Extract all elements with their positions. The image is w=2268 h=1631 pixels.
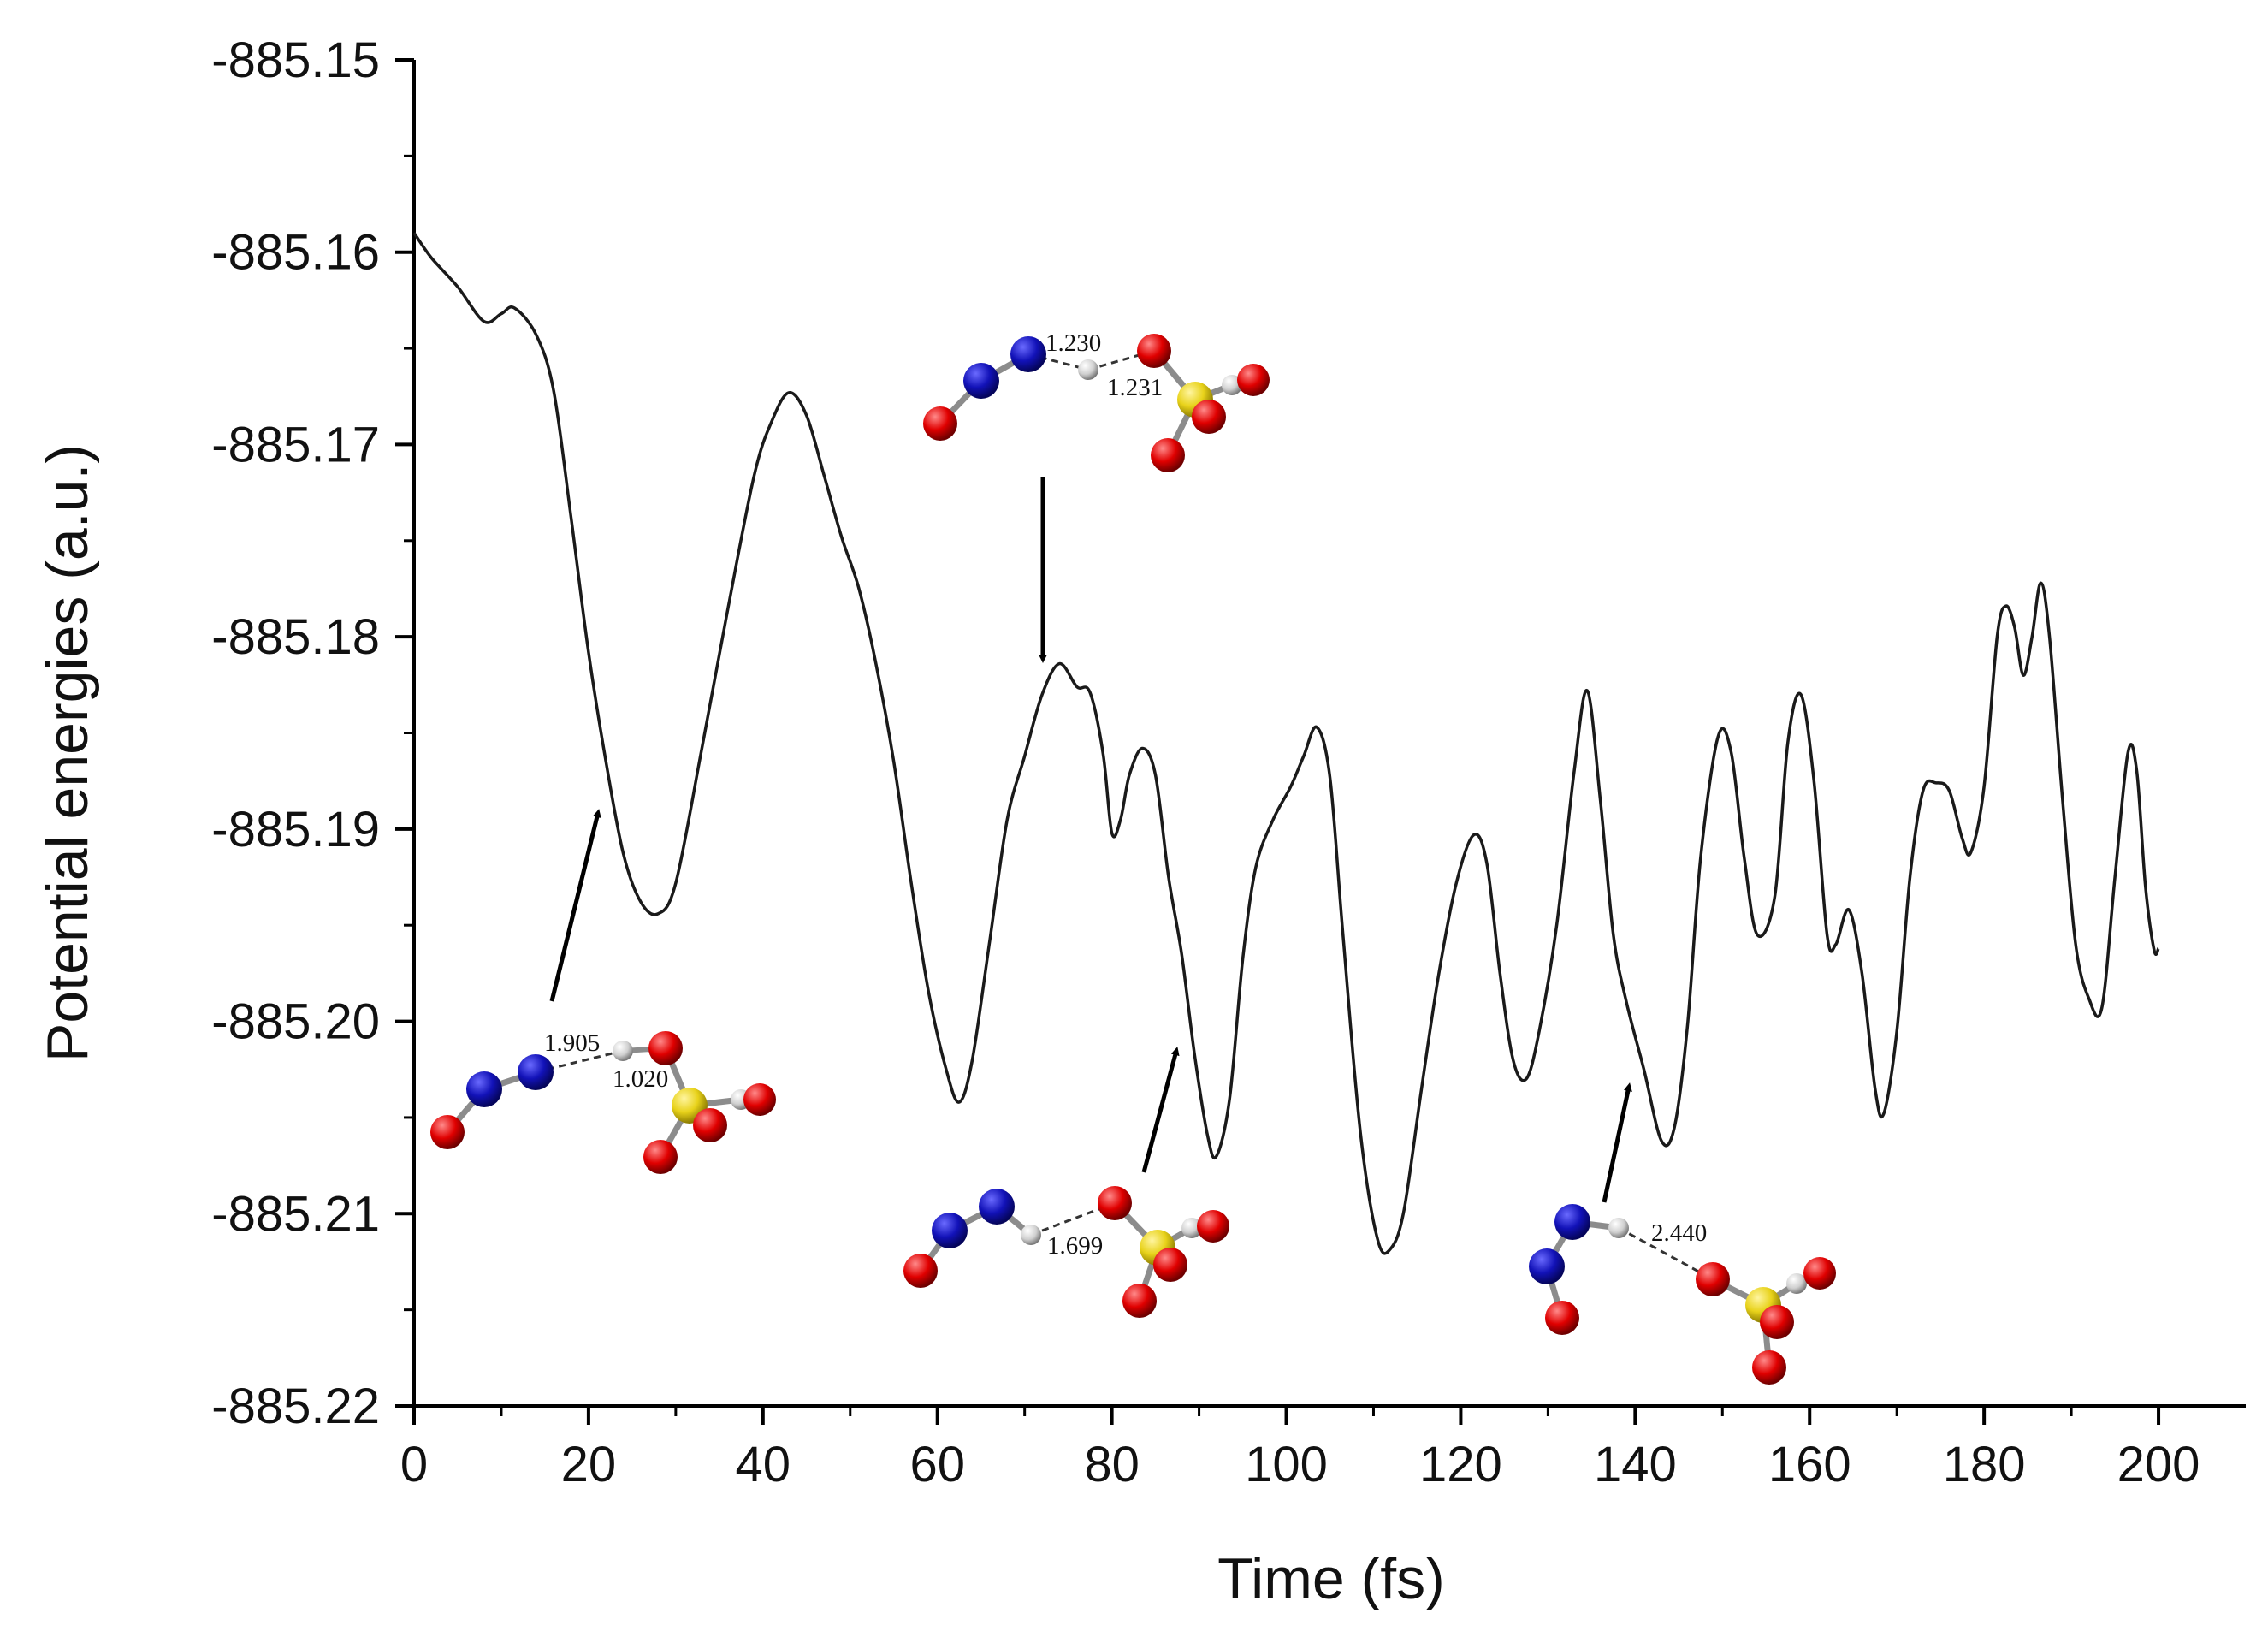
atom-nitrogen [979,1189,1015,1225]
atom-oxygen [903,1254,938,1288]
atom-hydrogen [1181,1218,1202,1238]
x-axis-title: Time (fs) [1217,1546,1445,1611]
molecule-structure-4: 2.440 [1529,1204,1836,1385]
bond-length-label: 1.230 [1045,329,1101,357]
y-tick-label: -885.22 [211,1379,380,1434]
bond-length-label: 1.231 [1107,374,1163,401]
atom-hydrogen [1608,1218,1629,1238]
molecule-structure-2: 1.230 1.231 [923,329,1270,472]
atom-nitrogen [518,1054,554,1090]
atom-oxygen [1760,1305,1794,1339]
atom-nitrogen [932,1213,968,1248]
x-tick-label: 20 [561,1437,617,1492]
x-tick-label: 160 [1768,1437,1851,1492]
atom-oxygen [1153,1248,1187,1282]
series-line-potential-energy [412,232,2160,1255]
x-tick-label: 0 [400,1437,428,1492]
y-tick-label: -885.16 [211,225,380,281]
x-tick-label: 140 [1594,1437,1677,1492]
atom-hydrogen [1078,359,1098,380]
arrow-to-22fs [549,809,601,1002]
molecule-structure-3: 1.699 [903,1186,1229,1318]
arrow-to-140fs [1602,1082,1632,1203]
x-tick-label: 100 [1245,1437,1328,1492]
atom-oxygen [648,1031,683,1065]
atom-nitrogen [1554,1204,1590,1240]
x-tick-label: 80 [1084,1437,1140,1492]
atom-oxygen [1752,1350,1786,1385]
y-tick-label: -885.20 [211,994,380,1050]
bond-length-label: 1.699 [1047,1232,1103,1260]
atom-oxygen [430,1115,465,1149]
x-tick-label: 180 [1943,1437,2026,1492]
x-tick-label: 200 [2117,1437,2200,1492]
atom-oxygen [923,406,957,441]
bond-length-label: 1.905 [544,1029,600,1057]
atom-oxygen [1803,1257,1836,1290]
bond-length-label: 1.020 [613,1065,668,1093]
atom-oxygen [743,1083,776,1116]
molecule-structure-1: 1.905 1.020 [430,1029,776,1174]
x-tick-label: 40 [736,1437,791,1492]
atom-oxygen [1192,400,1226,434]
atom-nitrogen [1529,1248,1565,1284]
atom-hydrogen [1786,1273,1807,1294]
x-tick-label: 60 [909,1437,965,1492]
atom-oxygen [643,1140,678,1174]
y-tick-label: -885.17 [211,417,380,472]
y-tick-label: -885.21 [211,1186,380,1242]
atom-oxygen [1151,438,1185,472]
y-ticks: -885.15 -885.16 -885.17 -885.18 -885.19 -885.… [211,33,414,1434]
atom-nitrogen [466,1071,502,1107]
atom-hydrogen [613,1041,633,1061]
atom-oxygen [1137,334,1171,368]
annotation-arrows [549,477,1632,1203]
y-axis-title: Potential energies (a.u.) [35,444,100,1062]
atom-oxygen [1122,1284,1157,1318]
atom-oxygen [1098,1186,1132,1220]
atom-oxygen [1197,1210,1229,1243]
axes [412,60,2246,1408]
atom-oxygen [693,1108,727,1142]
y-tick-label: -885.19 [211,802,380,857]
x-ticks: 0 20 40 60 80 100 120 140 160 180 200 [400,1406,2200,1492]
arrow-to-88fs [1141,1047,1180,1173]
y-tick-label: -885.18 [211,609,380,665]
atom-oxygen [1696,1262,1730,1296]
atom-oxygen [1237,364,1270,396]
bond-length-label: 2.440 [1651,1219,1707,1247]
atom-oxygen [1545,1301,1579,1335]
atom-hydrogen [1021,1225,1041,1245]
x-tick-label: 120 [1419,1437,1502,1492]
atom-nitrogen [963,363,999,399]
y-tick-label: -885.15 [211,33,380,88]
atom-nitrogen [1010,336,1046,372]
